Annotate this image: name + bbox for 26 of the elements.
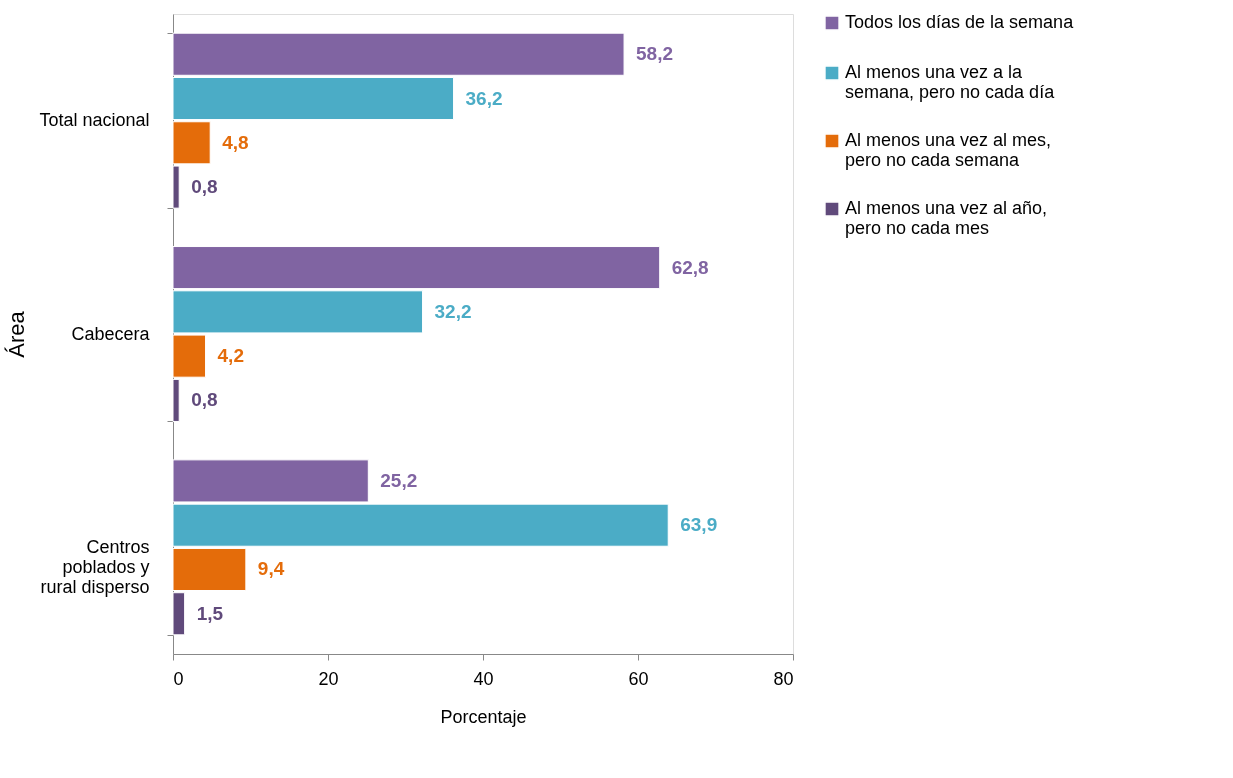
data-label: 63,9 (680, 514, 718, 536)
legend-label: Al menos una vez a la semana, pero no cada día (845, 62, 1056, 102)
data-label: 4,2 (217, 345, 244, 367)
x-tick-label: 60 (628, 668, 649, 689)
legend-label: Al menos una vez al mes, pero no cada semana (845, 130, 1052, 170)
x-tick-label: 80 (773, 668, 794, 689)
x-axis-title: Porcentaje (440, 706, 527, 727)
data-label: 25,2 (380, 469, 418, 491)
x-tick-label: 40 (473, 668, 494, 689)
data-label: 32,2 (434, 300, 472, 322)
data-label: 0,8 (191, 389, 218, 411)
y-tick-label: Centros poblados y rural disperso (40, 536, 150, 597)
data-label: 0,8 (191, 176, 218, 198)
legend-label: Al menos una vez al año, pero no cada mes (845, 198, 1048, 238)
data-label: 4,8 (222, 131, 249, 153)
y-tick-label: Total nacional (39, 110, 150, 131)
data-label: 36,2 (465, 87, 503, 109)
data-label: 62,8 (671, 256, 709, 278)
data-label: 9,4 (257, 558, 285, 580)
data-label: 58,2 (636, 43, 674, 65)
x-tick-label: 0 (173, 668, 184, 689)
legend-label: Todos los días de la semana (845, 12, 1075, 32)
y-axis-title: Área (4, 310, 30, 358)
y-tick-label: Cabecera (71, 323, 151, 344)
x-tick-label: 20 (318, 668, 339, 689)
data-label: 1,5 (196, 602, 224, 624)
